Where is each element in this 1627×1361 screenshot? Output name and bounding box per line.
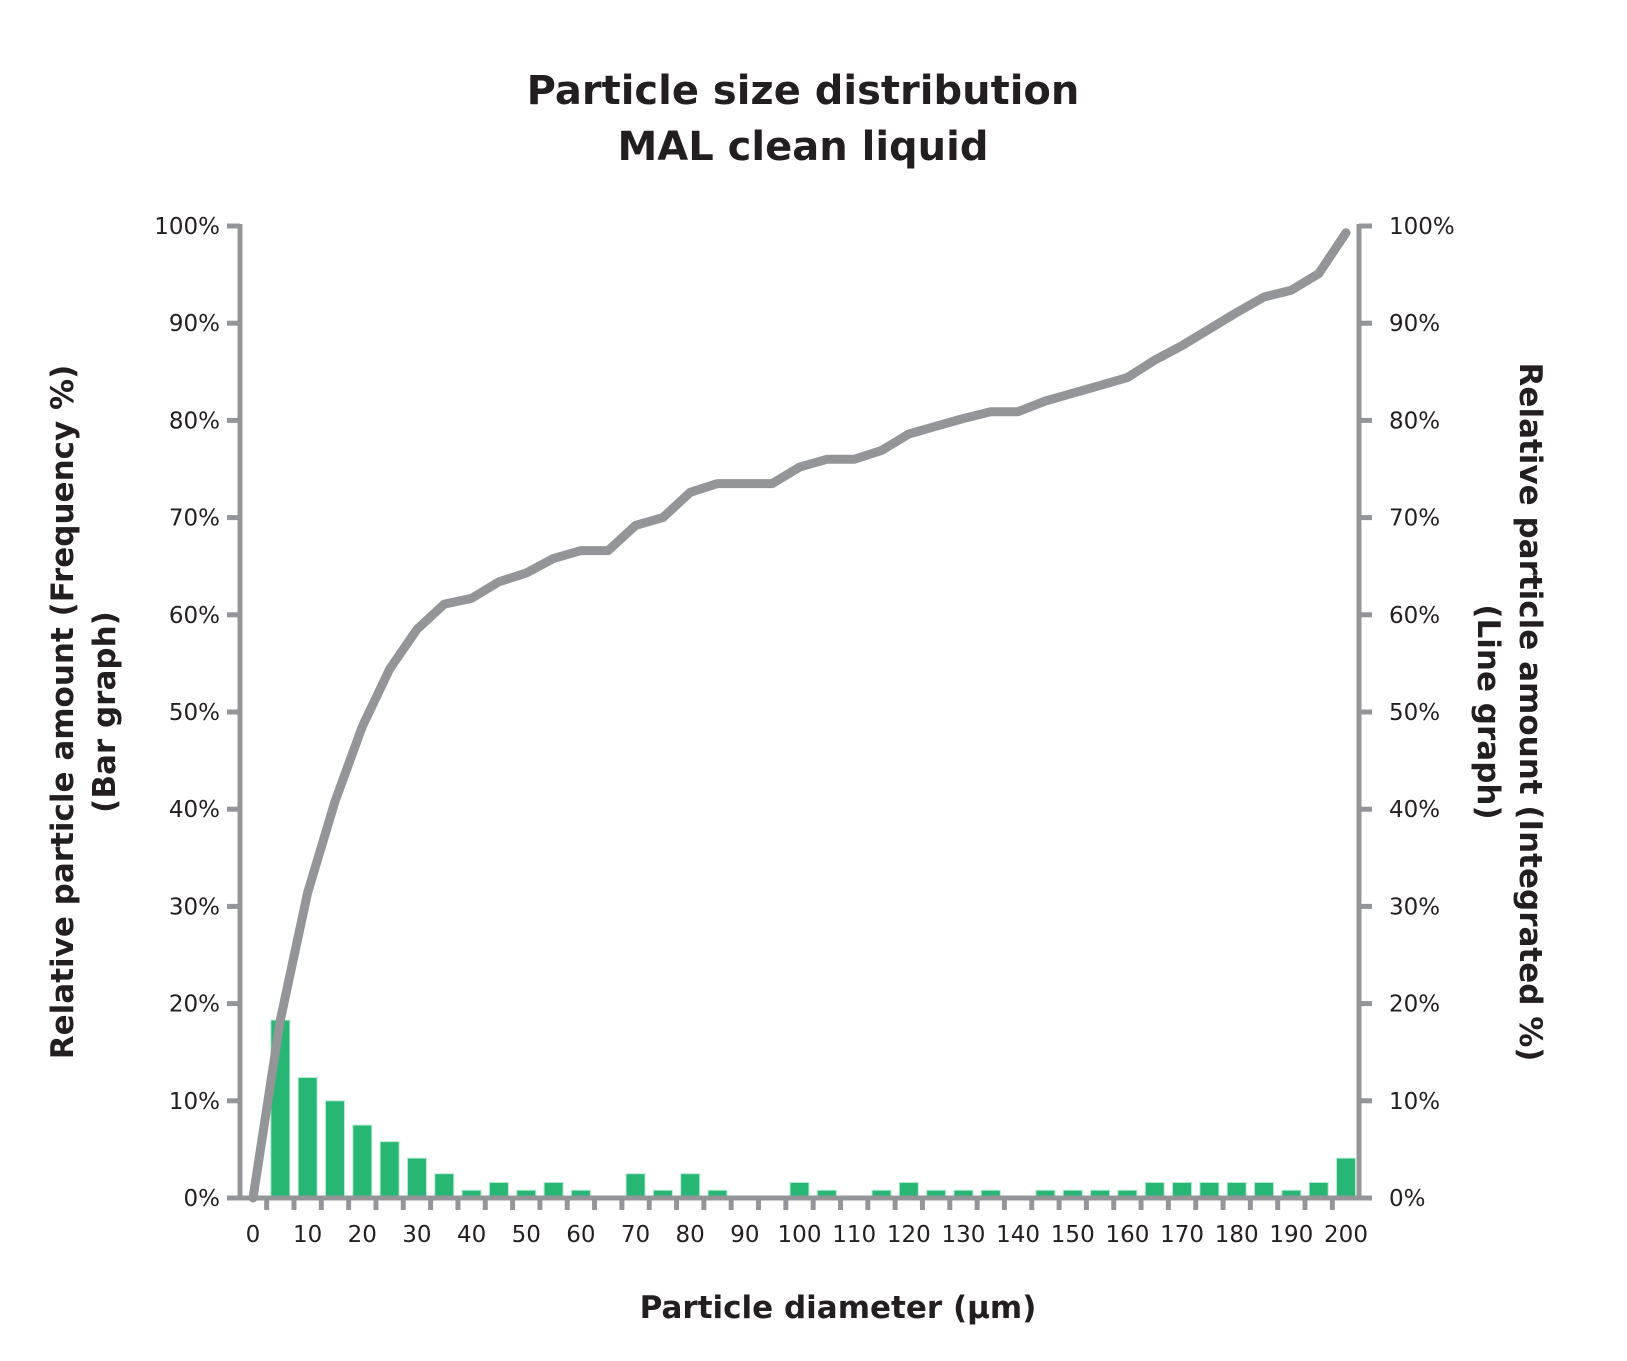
bar-10 — [297, 1076, 318, 1199]
left-y-tick-label: 30% — [169, 894, 220, 920]
bar-25 — [379, 1141, 400, 1199]
right-y-tick-label: 90% — [1389, 311, 1440, 337]
bar-80 — [680, 1173, 701, 1199]
left-y-tick-label: 100% — [154, 214, 220, 240]
x-axis-title: Particle diameter (µm) — [640, 1290, 1037, 1326]
right-y-tick-label: 40% — [1389, 797, 1440, 823]
x-tick-label: 40 — [457, 1222, 486, 1248]
x-tick-label: 60 — [566, 1222, 595, 1248]
right-y-tick-label: 30% — [1389, 894, 1440, 920]
x-tick-label: 130 — [941, 1222, 985, 1248]
bar-200 — [1336, 1157, 1356, 1199]
left-axis-title-line-1: Relative particle amount (Frequency %) — [45, 365, 81, 1059]
bar-20 — [352, 1124, 373, 1199]
x-tick-label: 150 — [1051, 1222, 1095, 1248]
right-y-tick-label: 10% — [1389, 1089, 1440, 1115]
bar-35 — [434, 1173, 455, 1199]
x-tick-label: 70 — [621, 1222, 650, 1248]
right-y-tick-label: 0% — [1389, 1186, 1426, 1212]
right-y-tick-label: 100% — [1389, 214, 1455, 240]
left-y-tick-label: 20% — [169, 992, 220, 1018]
left-y-tick-label: 50% — [169, 700, 220, 726]
right-axis-title-line-1: Relative particle amount (Integrated %) — [1512, 363, 1548, 1062]
chart-title-line-2: MAL clean liquid — [618, 124, 989, 170]
left-y-tick-label: 70% — [169, 506, 220, 532]
x-tick-label: 160 — [1105, 1222, 1149, 1248]
x-tick-label: 10 — [293, 1222, 322, 1248]
bar-30 — [406, 1157, 427, 1199]
right-y-tick-label: 80% — [1389, 408, 1440, 434]
right-y-tick-label: 50% — [1389, 700, 1440, 726]
x-tick-label: 140 — [996, 1222, 1040, 1248]
left-axis-title-line-2: (Bar graph) — [87, 611, 123, 813]
x-tick-label: 170 — [1160, 1222, 1204, 1248]
bar-15 — [324, 1100, 345, 1199]
right-y-tick-label: 70% — [1389, 506, 1440, 532]
integrated-line — [248, 228, 1351, 1203]
left-y-tick-label: 80% — [169, 408, 220, 434]
right-y-tick-label: 20% — [1389, 992, 1440, 1018]
x-tick-label: 50 — [512, 1222, 541, 1248]
right-y-tick-label: 60% — [1389, 603, 1440, 629]
x-tick-label: 80 — [676, 1222, 705, 1248]
x-tick-label: 100 — [778, 1222, 822, 1248]
x-tick-label: 200 — [1324, 1222, 1368, 1248]
x-tick-label: 30 — [402, 1222, 431, 1248]
x-tick-label: 0 — [246, 1222, 261, 1248]
bar-70 — [625, 1173, 646, 1199]
x-tick-label: 120 — [887, 1222, 931, 1248]
left-y-tick-label: 0% — [184, 1186, 221, 1212]
x-tick-label: 180 — [1215, 1222, 1259, 1248]
x-tick-label: 190 — [1269, 1222, 1313, 1248]
x-tick-label: 90 — [730, 1222, 759, 1248]
left-y-tick-label: 60% — [169, 603, 220, 629]
x-tick-label: 20 — [348, 1222, 377, 1248]
x-tick-label: 110 — [832, 1222, 876, 1248]
chart-title-line-1: Particle size distribution — [527, 68, 1080, 114]
left-y-tick-label: 90% — [169, 311, 220, 337]
left-y-tick-label: 10% — [169, 1089, 220, 1115]
left-y-tick-label: 40% — [169, 797, 220, 823]
right-axis-title-line-2: (Line graph) — [1470, 604, 1506, 819]
